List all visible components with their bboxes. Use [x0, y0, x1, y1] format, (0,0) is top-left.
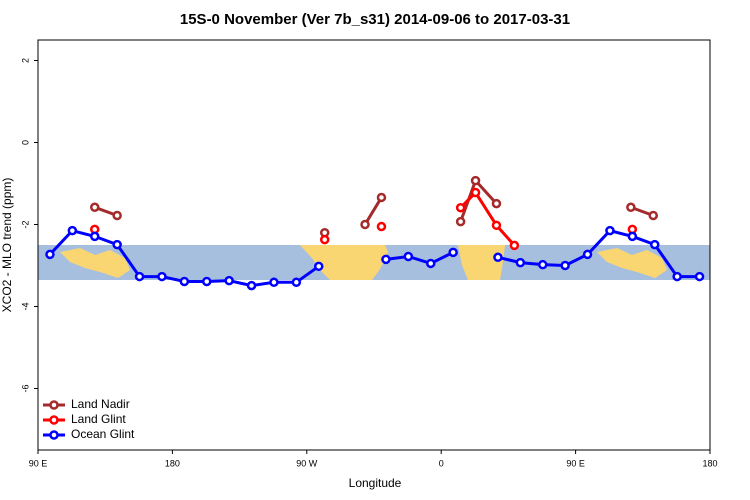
- data-point: [291, 277, 302, 288]
- data-point: [425, 258, 436, 269]
- data-point: [605, 225, 615, 236]
- x-tick-label: 0: [439, 458, 444, 468]
- y-tick-label: 2: [20, 58, 30, 63]
- legend-marker: [49, 400, 59, 410]
- y-tick-label: -4: [20, 302, 30, 310]
- data-point: [694, 271, 705, 282]
- y-tick-label: -6: [20, 384, 30, 392]
- data-point: [493, 252, 503, 263]
- legend-label: Land Nadir: [71, 397, 130, 411]
- legend-marker: [49, 430, 59, 440]
- legend-label: Land Glint: [71, 412, 126, 426]
- y-axis-label: XCO2 - MLO trend (ppm): [0, 178, 14, 313]
- data-point: [672, 271, 682, 282]
- plot-frame: [37, 39, 711, 451]
- data-point: [224, 275, 234, 286]
- land-patch: [300, 245, 388, 280]
- data-point: [381, 254, 391, 265]
- data-point: [157, 271, 167, 282]
- data-point: [45, 249, 55, 260]
- x-tick-label: 90 E: [566, 458, 585, 468]
- data-point: [67, 225, 78, 236]
- series-line: [94, 177, 654, 226]
- data-point: [509, 240, 520, 251]
- y-tick-label: 0: [20, 140, 30, 145]
- data-point: [491, 220, 502, 231]
- data-point: [648, 210, 659, 221]
- data-point: [455, 202, 466, 213]
- x-axis-label: Longitude: [349, 476, 402, 490]
- data-point: [515, 257, 526, 268]
- data-point: [470, 187, 481, 198]
- data-point: [560, 260, 570, 271]
- data-point: [649, 239, 660, 250]
- data-point: [582, 249, 593, 260]
- data-point: [626, 202, 636, 213]
- data-point: [246, 280, 257, 291]
- map-band: [38, 245, 710, 280]
- data-point: [470, 175, 481, 186]
- data-point: [627, 231, 638, 242]
- data-point: [201, 276, 212, 287]
- legend-label: Ocean Glint: [71, 427, 135, 441]
- data-point: [112, 210, 122, 221]
- y-tick-label: -2: [20, 220, 30, 228]
- x-tick-label: 90 E: [29, 458, 48, 468]
- data-point: [537, 259, 548, 270]
- legend-marker: [49, 415, 59, 425]
- data-point: [134, 271, 145, 282]
- data-point: [448, 247, 458, 258]
- land-patch: [60, 248, 130, 278]
- data-point: [313, 261, 324, 272]
- chart-title: 15S-0 November (Ver 7b_s31) 2014-09-06 t…: [180, 11, 570, 28]
- land-patch: [458, 245, 505, 280]
- x-tick-label: 180: [165, 458, 180, 468]
- data-point: [319, 234, 330, 245]
- land-patch: [597, 248, 667, 278]
- data-point: [376, 221, 387, 232]
- data-point: [112, 239, 122, 250]
- data-point: [89, 202, 100, 213]
- data-point: [455, 216, 466, 227]
- x-tick-label: 180: [702, 458, 717, 468]
- data-point: [376, 192, 387, 203]
- data-point: [360, 219, 370, 230]
- data-point: [179, 276, 190, 287]
- data-point: [403, 251, 414, 262]
- data-point: [89, 231, 100, 242]
- series-line: [461, 193, 633, 246]
- data-point: [269, 277, 279, 288]
- data-point: [491, 198, 502, 209]
- x-tick-label: 90 W: [296, 458, 318, 468]
